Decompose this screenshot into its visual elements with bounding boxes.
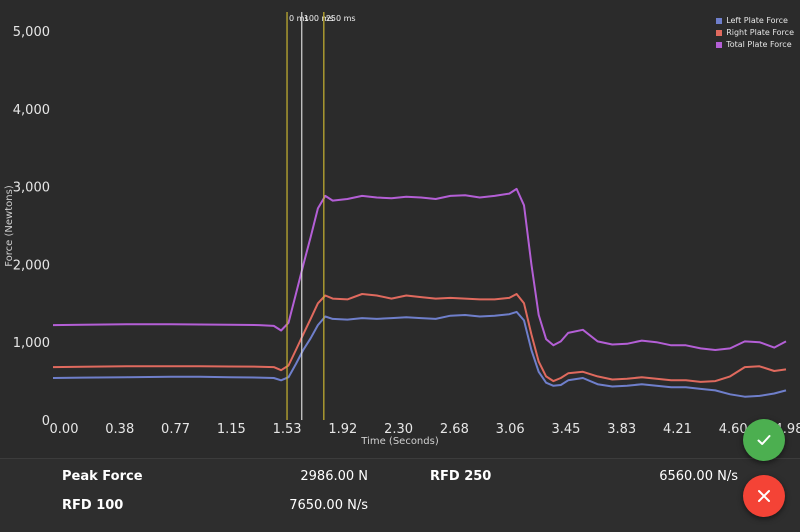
rfd250-value: 6560.00 N/s [659, 469, 738, 484]
legend-item: Left Plate Force [716, 15, 794, 27]
legend-item: Right Plate Force [716, 27, 794, 39]
series-line-3 [52, 187, 787, 351]
y-tick-label: 4,000 [13, 103, 50, 118]
marker-label-1: 0 ms [289, 14, 309, 23]
y-tick-label: 0 [42, 414, 50, 429]
x-tick-label: 2.30 [384, 422, 413, 437]
rfd100-label: RFD 100 [62, 498, 124, 513]
x-tick-label: 0.77 [161, 422, 190, 437]
x-tick-label: 1.53 [273, 422, 302, 437]
y-tick-label: 3,000 [13, 181, 50, 196]
series-line-1 [52, 310, 787, 398]
x-tick-label: 1.92 [328, 422, 357, 437]
legend-label: Total Plate Force [726, 40, 792, 49]
series-line-2 [52, 293, 787, 383]
x-tick-label: 3.06 [496, 422, 525, 437]
legend-item: Total Plate Force [716, 39, 794, 51]
legend-swatch [716, 42, 723, 48]
x-tick-label: 2.68 [440, 422, 469, 437]
cancel-button[interactable] [743, 475, 785, 517]
confirm-button[interactable] [743, 419, 785, 461]
rfd100-value: 7650.00 N/s [289, 498, 368, 513]
legend-swatch [716, 18, 723, 24]
x-tick-label: 0.00 [50, 422, 79, 437]
legend-label: Right Plate Force [726, 28, 794, 37]
legend-swatch [716, 30, 723, 36]
metrics-panel: Peak Force 2986.00 N RFD 250 6560.00 N/s… [0, 458, 800, 532]
chart-legend: Left Plate Force Right Plate Force Total P… [716, 15, 794, 51]
marker-label-2: 100 ms [304, 14, 334, 23]
x-tick-label: 3.83 [607, 422, 636, 437]
force-chart-svg: 0 1,000 2,000 3,000 4,000 5,000 0.00 0.38 0.77 1… [4, 12, 800, 447]
y-tick-label: 2,000 [13, 258, 50, 273]
y-tick-label: 5,000 [13, 25, 50, 40]
force-chart: 0 1,000 2,000 3,000 4,000 5,000 0.00 0.38 0.77 1… [4, 12, 800, 447]
y-tick-label: 1,000 [13, 336, 50, 351]
x-tick-label: 1.15 [217, 422, 246, 437]
x-tick-label: 0.38 [105, 422, 134, 437]
y-axis-title: Force (Newtons) [4, 185, 15, 267]
close-icon [758, 490, 770, 502]
x-tick-label: 3.45 [551, 422, 580, 437]
x-tick-label: 4.21 [663, 422, 692, 437]
check-icon [757, 435, 771, 445]
rfd250-label: RFD 250 [430, 469, 492, 484]
peak-force-label: Peak Force [62, 469, 143, 484]
peak-force-value: 2986.00 N [300, 469, 368, 484]
x-tick-label: 4.60 [719, 422, 748, 437]
x-axis-title: Time (Seconds) [360, 436, 439, 447]
marker-label-3: 250 ms [326, 14, 356, 23]
legend-label: Left Plate Force [726, 16, 788, 25]
